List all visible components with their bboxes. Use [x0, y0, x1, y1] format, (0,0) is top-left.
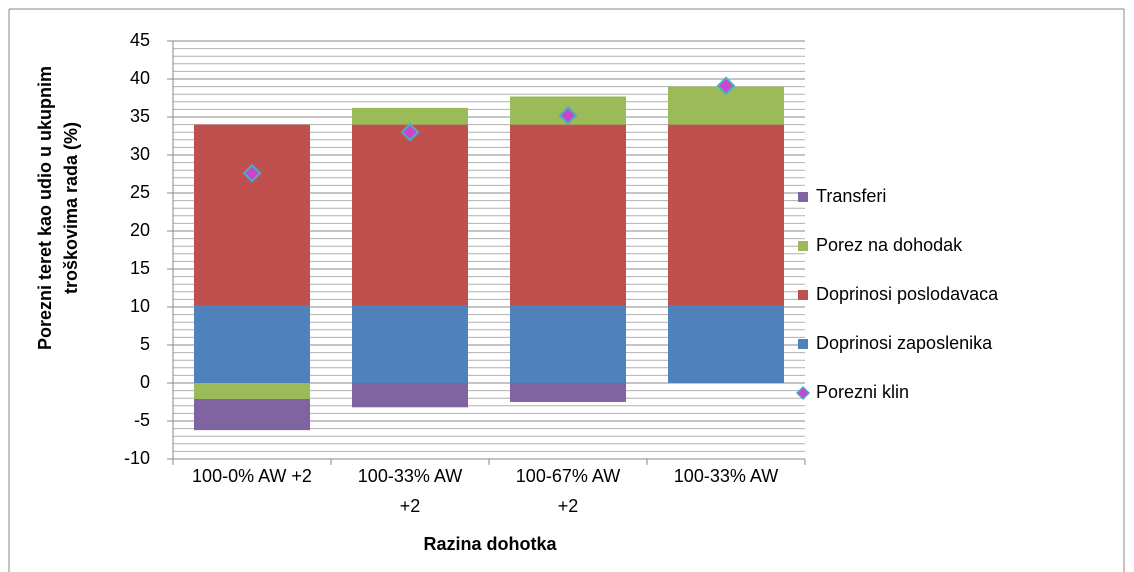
bar-segment — [352, 383, 468, 408]
scatter-point — [558, 106, 578, 125]
bar-segment — [510, 383, 626, 402]
legend-label: Porezni klin — [816, 382, 909, 402]
legend-label: Doprinosi zaposlenika — [816, 333, 993, 353]
bar-segment — [352, 107, 468, 125]
scatter-point — [400, 122, 420, 142]
x-tick-label: 100-33% AW +2 — [357, 466, 463, 516]
y-tick-label: 30 — [130, 144, 150, 164]
bar-segment — [510, 305, 626, 383]
bar-segment — [352, 305, 468, 383]
bar-segment — [194, 383, 310, 399]
bar-segment — [194, 305, 310, 383]
y-tick-label: 0 — [140, 372, 150, 392]
legend-marker — [798, 241, 808, 251]
bar-segment — [352, 124, 468, 306]
y-tick-label: 25 — [130, 182, 150, 202]
legend-label: Porez na dohodak — [816, 235, 963, 255]
x-tick-label: 100-0% AW +2 — [192, 466, 312, 486]
x-axis-title: Razina dohotka — [423, 534, 557, 554]
y-axis-title: Porezni teret kao udio u ukupnim troškov… — [35, 65, 81, 351]
y-tick-label: 40 — [130, 68, 150, 88]
y-tick-label: 10 — [130, 296, 150, 316]
bar-segment — [510, 124, 626, 306]
y-tick-label: 5 — [140, 334, 150, 354]
bar-segment — [194, 124, 310, 306]
legend-marker — [798, 339, 808, 349]
y-tick-label: 15 — [130, 258, 150, 278]
scatter-point — [716, 76, 736, 96]
x-tick-label: 100-67% AW +2 — [515, 466, 621, 516]
bar-segment — [668, 124, 784, 306]
legend-marker — [795, 385, 811, 401]
legend-label: Transferi — [816, 186, 886, 206]
y-tick-label: -5 — [134, 410, 150, 430]
y-tick-label: 35 — [130, 106, 150, 126]
y-tick-label: 20 — [130, 220, 150, 240]
scatter-point — [242, 163, 262, 183]
legend-label: Doprinosi poslodavaca — [816, 284, 999, 304]
legend-marker — [798, 290, 808, 300]
bar-segment — [194, 398, 310, 431]
y-tick-label: 45 — [130, 30, 150, 50]
x-tick-label: 100-33% AW — [673, 466, 779, 486]
y-tick-label: -10 — [124, 448, 150, 468]
legend-marker — [798, 192, 808, 202]
bar-segment — [668, 305, 784, 383]
